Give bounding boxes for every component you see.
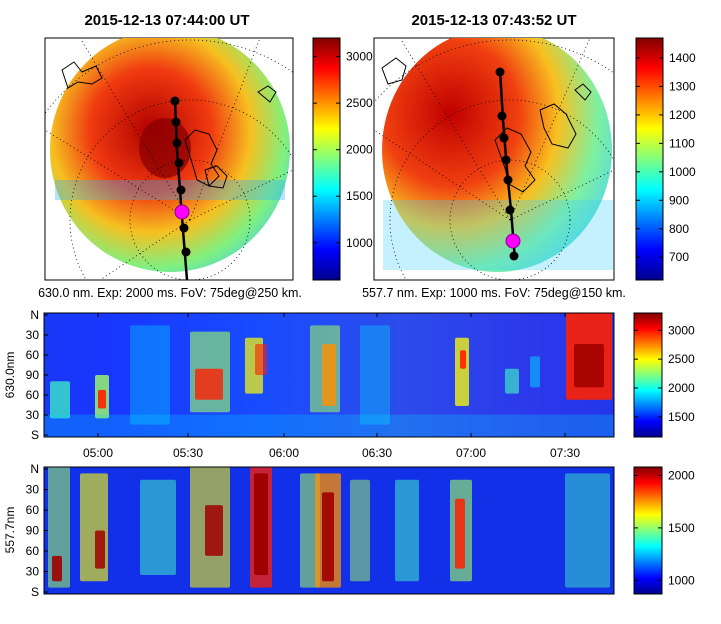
y-tick-label: S [31, 428, 39, 442]
colorbar-tick-label: 1400 [669, 51, 696, 65]
colorbar-tick-label: 3000 [346, 50, 373, 64]
right-sky-disk [382, 38, 612, 272]
y-tick-label: 90 [26, 368, 40, 382]
y-tick-label: S [31, 585, 39, 599]
y-tick-label: 30 [26, 565, 40, 579]
right-satellite-track [495, 67, 521, 261]
aurora-streak [50, 381, 70, 419]
colorbar-tick-label: 900 [669, 193, 689, 207]
aurora-streak [98, 389, 106, 409]
aurora-streak [254, 473, 268, 575]
aurora-streak [505, 368, 519, 394]
aurora-streak [44, 414, 614, 437]
colorbar-tick-label: 2500 [346, 96, 373, 110]
aurora-streak [574, 344, 604, 388]
aurora-streak [322, 344, 336, 406]
right-sky-image [373, 37, 615, 281]
aurora-streak [52, 555, 62, 582]
y-tick-label: 30 [26, 328, 40, 342]
colorbar-tick-label: 2000 [668, 381, 695, 395]
aurora-streak [195, 368, 223, 400]
colorbar-tick-label: 2000 [668, 468, 695, 482]
colorbar-tick-label: 700 [669, 250, 689, 264]
x-tick-label: 06:30 [362, 446, 392, 460]
left-sky-caption: 630.0 nm. Exp: 2000 ms. FoV: 75deg@250 k… [38, 286, 302, 300]
keogram-557-ylabel: 557.7nm [3, 507, 17, 554]
x-tick-label: 06:00 [269, 446, 299, 460]
left-colorbar: 1000 1500 2000 2500 3000 [312, 37, 373, 281]
aurora-streak [95, 530, 105, 569]
aurora-streak [455, 337, 469, 406]
keogram-630-colorbar: 1500 2000 2500 3000 [633, 312, 695, 438]
aurora-streak [360, 325, 390, 425]
colorbar-tick-label: 2500 [668, 352, 695, 366]
y-tick-label: 60 [26, 544, 40, 558]
right-satellite-marker [505, 233, 521, 249]
x-tick-label: 05:00 [83, 446, 113, 460]
right-sky-title: 2015-12-13 07:43:52 UT [411, 12, 576, 29]
aurora-streak [350, 479, 370, 582]
y-tick-label: N [30, 308, 39, 322]
right-sky-caption: 557.7 nm. Exp: 1000 ms. FoV: 75deg@150 k… [362, 286, 626, 300]
left-coastline [61, 61, 277, 189]
aurora-streak [255, 344, 267, 375]
colorbar-tick-label: 1500 [346, 189, 373, 203]
aurora-streak [322, 492, 334, 582]
colorbar-tick-label: 1500 [668, 410, 695, 424]
keogram-557-panel: N 30 60 90 60 30 S 557.7nm [3, 462, 615, 599]
left-sky-image [44, 37, 294, 281]
colorbar-tick-label: 1000 [346, 236, 373, 250]
colorbar-tick-label: 1300 [669, 79, 696, 93]
left-grid-lines [45, 38, 293, 280]
aurora-streak [455, 498, 465, 569]
y-tick-label: 60 [26, 503, 40, 517]
keogram-630-panel: N 30 60 90 60 30 S 05:00 05:30 06:00 06:30 07:00 07… [3, 308, 615, 594]
colorbar-tick-label: 1100 [669, 136, 695, 150]
y-tick-label: 30 [26, 483, 40, 497]
x-tick-label: 05:30 [173, 446, 203, 460]
y-tick-label: 60 [26, 348, 40, 362]
right-grid-lines [374, 38, 614, 280]
y-tick-label: N [30, 462, 39, 476]
colorbar-tick-label: 1200 [669, 108, 696, 122]
colorbar-tick-label: 3000 [668, 323, 695, 337]
colorbar-tick-label: 800 [669, 222, 689, 236]
y-tick-label: 60 [26, 388, 40, 402]
left-satellite-marker [174, 204, 190, 220]
keogram-557-colorbar: 1000 1500 2000 [633, 466, 695, 595]
colorbar-tick-label: 2000 [346, 143, 373, 157]
x-tick-label: 07:00 [456, 446, 486, 460]
aurora-streak [460, 350, 466, 369]
aurora-streak [395, 479, 419, 582]
aurora-streak [530, 356, 540, 388]
keogram-630-ylabel: 630.0nm [3, 352, 17, 399]
colorbar-tick-label: 1500 [668, 521, 695, 535]
aurora-streak [205, 505, 223, 556]
colorbar-tick-label: 1000 [668, 573, 695, 587]
aurora-streak [565, 473, 610, 588]
left-satellite-track [170, 96, 191, 280]
y-tick-label: 30 [26, 408, 40, 422]
aurora-streak [140, 479, 176, 575]
right-colorbar: 700 800 900 1000 1100 1200 1300 1400 [635, 37, 696, 281]
aurora-streak [130, 325, 170, 425]
x-tick-label: 07:30 [550, 446, 580, 460]
left-sky-title: 2015-12-13 07:44:00 UT [84, 12, 249, 29]
y-tick-label: 90 [26, 524, 40, 538]
colorbar-tick-label: 1000 [669, 165, 696, 179]
